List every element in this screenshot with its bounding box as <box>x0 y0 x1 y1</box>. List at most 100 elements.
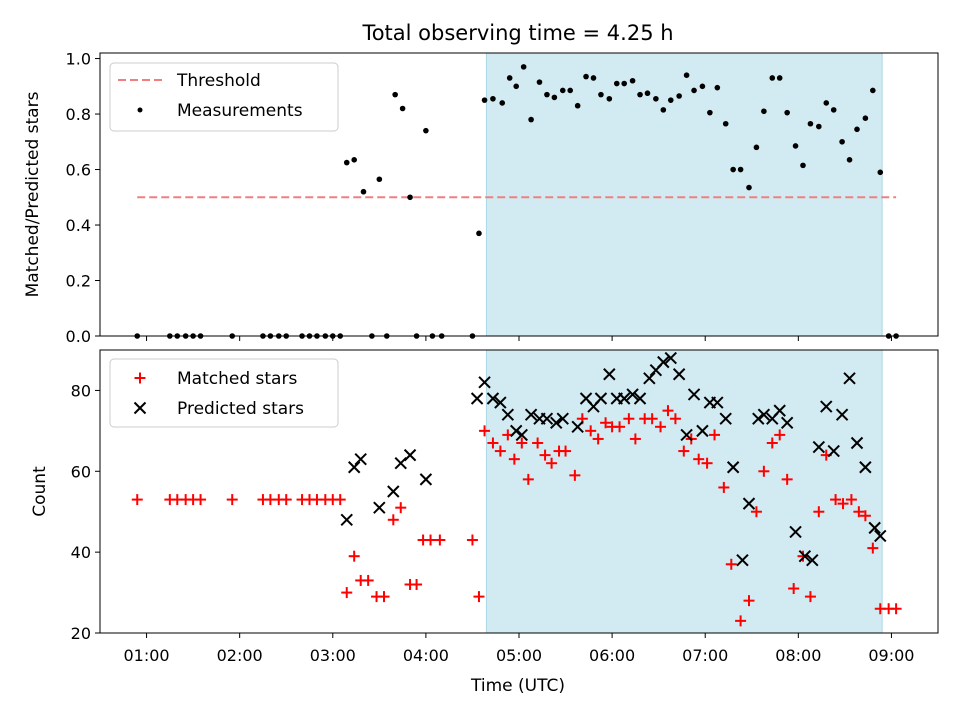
matched-star-point <box>701 457 713 469</box>
matched-star-point <box>131 494 143 506</box>
measurement-point <box>513 83 520 90</box>
measurement-point <box>528 116 534 123</box>
measurement-point <box>606 95 613 102</box>
matched-star-point <box>797 550 809 562</box>
predicted-star-point <box>843 372 856 385</box>
bottom-x-tick-label: 09:00 <box>868 646 914 665</box>
measurement-point <box>360 188 367 195</box>
matched-star-point <box>735 615 747 627</box>
matched-star-point <box>629 433 641 445</box>
legend-matched-label: Matched stars <box>177 369 297 389</box>
predicted-star-point <box>340 513 353 527</box>
measurement-points <box>134 64 899 339</box>
predicted-star-point <box>874 529 887 543</box>
predicted-star-point <box>664 351 677 365</box>
matched-star-point <box>494 445 506 457</box>
measurement-point <box>392 91 398 98</box>
bottom-x-tick-label: 01:00 <box>124 646 170 665</box>
matched-star-point <box>600 417 612 429</box>
predicted-star-point <box>835 408 849 421</box>
measurement-point <box>714 84 721 91</box>
measurement-point <box>877 169 884 176</box>
measurement-point <box>567 87 574 94</box>
legend-predicted-marker <box>133 401 147 415</box>
legend-predicted-label: Predicted stars <box>177 399 304 419</box>
bottom-x-tick-label: 03:00 <box>310 646 356 665</box>
matched-star-point <box>662 405 674 417</box>
legend-predicted-swatch <box>133 401 147 415</box>
measurement-point <box>613 80 620 87</box>
matched-star-point <box>334 494 346 506</box>
measurement-point <box>653 95 659 102</box>
predicted-star-point <box>486 392 500 405</box>
measurement-point <box>830 107 837 113</box>
bottom-legend-box <box>109 358 339 428</box>
legend-matched-swatch <box>134 372 146 384</box>
measurement-point <box>823 100 830 106</box>
matched-star-point <box>425 534 437 546</box>
predicted-star-point <box>789 525 802 539</box>
predicted-star-points <box>340 351 887 567</box>
predicted-star-point <box>540 412 554 425</box>
matched-star-point <box>813 506 825 518</box>
predicted-star-point <box>618 392 631 405</box>
matched-star-point <box>725 558 737 570</box>
observing-window-shade-bottom <box>485 349 883 634</box>
bottom-y-tick-label: 40 <box>71 543 91 562</box>
matched-star-point <box>569 469 581 481</box>
measurement-point <box>544 91 550 98</box>
measurement-point <box>598 91 604 98</box>
predicted-star-point <box>594 392 608 405</box>
matched-star-point <box>546 457 558 469</box>
legend-measurements-label: Measurements <box>177 101 303 121</box>
matched-star-point <box>853 506 865 518</box>
measurement-point <box>490 95 496 102</box>
measurement-point <box>807 120 814 127</box>
measurement-point <box>846 157 853 163</box>
matched-star-point <box>592 433 604 445</box>
top-x-ticks <box>146 336 892 341</box>
measurement-point <box>629 77 636 84</box>
matched-star-point <box>766 437 778 449</box>
predicted-star-point <box>726 461 740 474</box>
matched-star-point <box>479 425 491 437</box>
bottom-x-tick-label: 08:00 <box>775 646 821 665</box>
matched-star-point <box>226 494 238 506</box>
predicted-star-point <box>827 444 840 458</box>
predicted-star-point <box>680 428 693 442</box>
matched-star-point <box>539 449 551 461</box>
matched-star-point <box>758 465 770 477</box>
predicted-star-point <box>780 416 794 429</box>
predicted-star-point <box>501 408 515 421</box>
measurement-point <box>499 100 506 106</box>
predicted-star-point <box>556 412 569 425</box>
predicted-star-point <box>752 412 765 425</box>
measurement-point <box>343 159 350 166</box>
matched-star-point <box>508 453 520 465</box>
measurement-point <box>583 73 589 80</box>
matched-star-point <box>434 534 446 546</box>
top-y-axis-label: Matched/Predicted stars <box>23 91 43 297</box>
matched-star-point <box>867 542 879 554</box>
measurement-point <box>351 157 357 163</box>
x-axis-label: Time (UTC) <box>470 676 565 696</box>
top-y-ticks: 0.0 0.2 0.4 0.6 0.8 1.0 <box>66 50 100 346</box>
matched-star-point <box>750 506 762 518</box>
matched-star-point <box>693 453 705 465</box>
predicted-star-point <box>643 372 656 385</box>
matched-star-point <box>655 421 667 433</box>
measurement-point <box>621 80 628 87</box>
predicted-star-point <box>806 554 819 567</box>
measurement-point <box>792 143 799 149</box>
measurement-point <box>862 115 869 122</box>
predicted-star-point <box>354 452 367 466</box>
measurement-point <box>870 87 876 94</box>
predicted-star-point <box>719 412 732 425</box>
matched-star-point <box>788 583 800 595</box>
measurement-point <box>667 97 674 103</box>
predicted-star-point <box>633 392 647 405</box>
bottom-x-tick-label: 04:00 <box>403 646 449 665</box>
measurement-point <box>839 138 845 145</box>
matched-star-point <box>781 473 793 485</box>
